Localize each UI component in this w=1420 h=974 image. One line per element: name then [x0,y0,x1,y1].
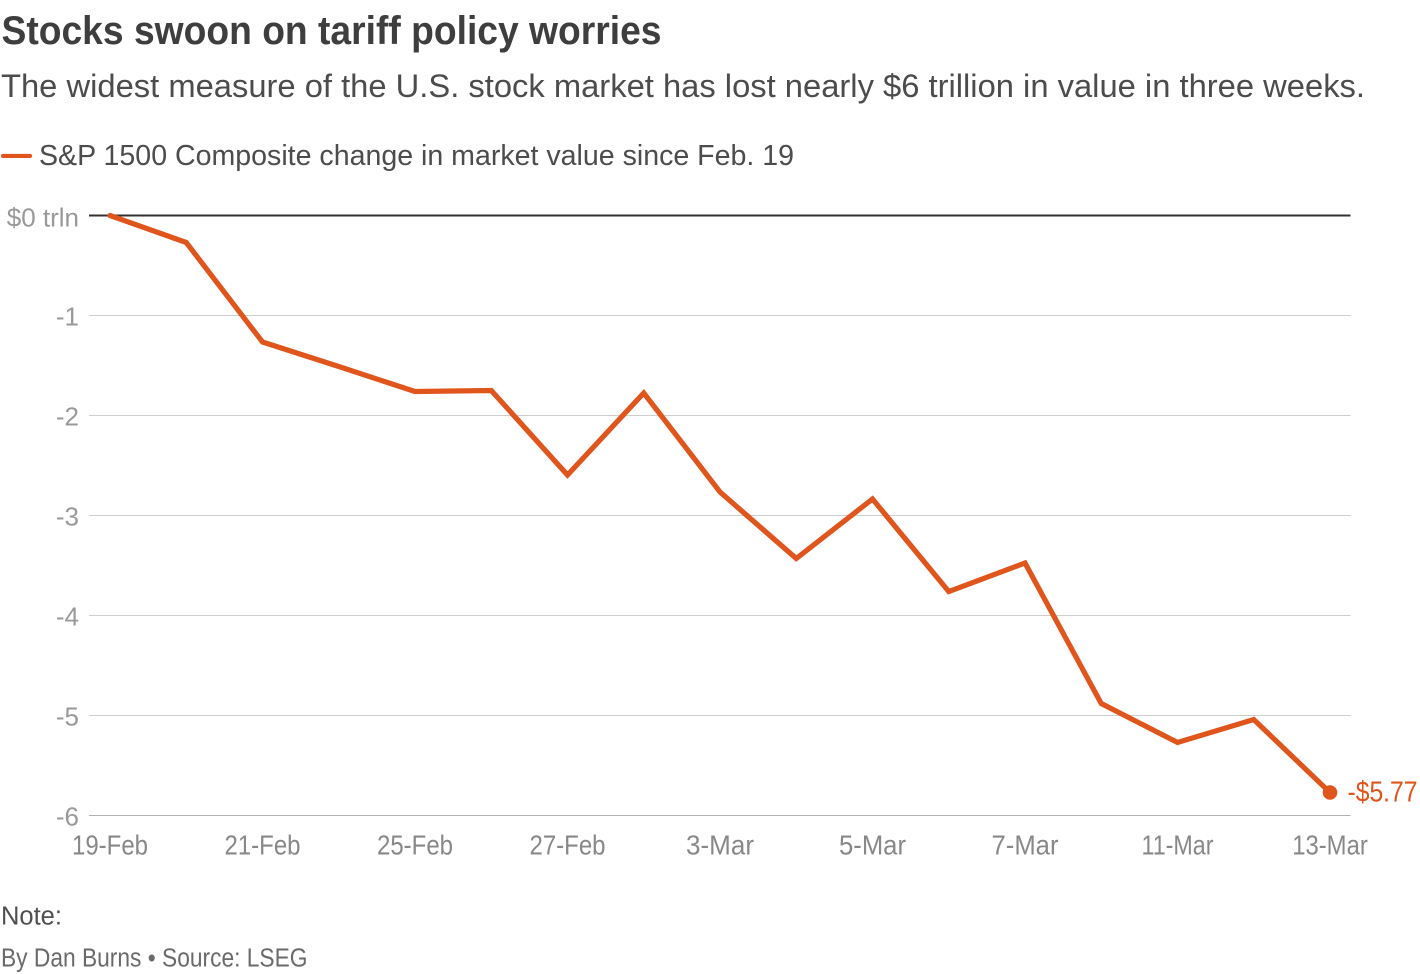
svg-text:-3: -3 [56,502,79,532]
svg-text:-5: -5 [56,702,79,732]
svg-text:Stocks swoon on tariff policy: Stocks swoon on tariff policy worries [2,9,662,53]
svg-text:5-Mar: 5-Mar [839,829,906,860]
svg-text:27-Feb: 27-Feb [530,829,606,860]
svg-text:$0 trln: $0 trln [7,202,79,232]
svg-text:3-Mar: 3-Mar [686,829,754,860]
svg-text:S&P 1500 Composite change in m: S&P 1500 Composite change in market valu… [39,140,794,172]
svg-text:-4: -4 [56,602,79,632]
svg-text:Note:: Note: [1,903,62,931]
svg-text:-$5.77: -$5.77 [1348,777,1418,809]
svg-text:The widest measure of the U.S.: The widest measure of the U.S. stock mar… [1,68,1365,104]
svg-text:19-Feb: 19-Feb [72,829,148,860]
svg-text:21-Feb: 21-Feb [225,829,301,860]
svg-text:11-Mar: 11-Mar [1142,829,1214,860]
svg-text:7-Mar: 7-Mar [992,829,1059,860]
svg-text:By Dan Burns • Source: LSEG: By Dan Burns • Source: LSEG [1,945,308,973]
svg-text:13-Mar: 13-Mar [1292,829,1368,860]
svg-text:25-Feb: 25-Feb [377,829,453,860]
svg-text:-2: -2 [56,402,79,432]
svg-text:-1: -1 [56,302,79,332]
svg-text:-6: -6 [56,802,79,832]
